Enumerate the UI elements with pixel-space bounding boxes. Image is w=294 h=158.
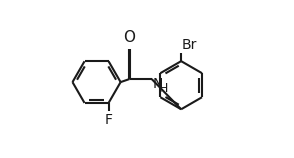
Text: Br: Br: [182, 38, 197, 52]
Text: N: N: [153, 77, 163, 91]
Text: H: H: [159, 82, 168, 95]
Text: O: O: [123, 30, 136, 45]
Text: F: F: [105, 113, 113, 127]
